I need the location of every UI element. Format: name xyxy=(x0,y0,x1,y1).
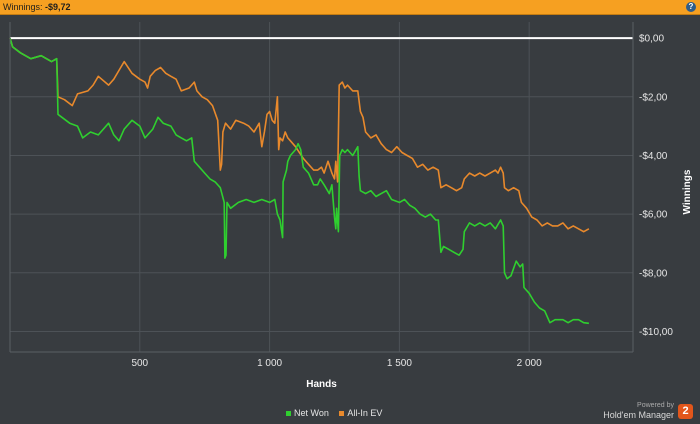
y-tick-labels: $0,00 -$2,00 -$4,00 -$6,00 -$8,00 -$10,00 xyxy=(639,34,673,338)
legend: Net Won All-In EV xyxy=(286,408,390,418)
x-tick-label: 500 xyxy=(131,358,148,369)
legend-item-all-in-ev[interactable]: All-In EV xyxy=(339,408,382,418)
help-icon[interactable]: ? xyxy=(686,2,696,12)
branding: Powered by Hold'em Manager xyxy=(603,401,674,421)
x-tick-label: 1 500 xyxy=(387,358,412,369)
legend-swatch-all-in-ev xyxy=(339,411,345,417)
x-tick-label: 1 000 xyxy=(257,358,282,369)
winnings-title: Winnings: -$9,72 xyxy=(3,0,71,14)
title-bar: Winnings: -$9,72 ? xyxy=(0,0,700,15)
legend-label-net-won: Net Won xyxy=(294,408,329,418)
legend-swatch-net-won xyxy=(286,411,291,417)
series-lines xyxy=(9,37,590,325)
x-tick-labels: 500 1 000 1 500 2 000 xyxy=(131,358,542,369)
y-tick-label: -$10,00 xyxy=(639,327,673,338)
grid xyxy=(10,22,633,352)
y-tick-label: $0,00 xyxy=(639,34,664,45)
legend-item-net-won[interactable]: Net Won xyxy=(286,408,329,418)
x-axis-title: Hands xyxy=(306,379,337,390)
y-tick-label: -$8,00 xyxy=(639,268,668,279)
winnings-chart: 500 1 000 1 500 2 000 $0,00 -$2,00 -$4,00 -$6,… xyxy=(9,22,693,390)
series-line-all-in-ev xyxy=(9,37,590,233)
winnings-title-label: Winnings: xyxy=(3,2,43,12)
y-tick-label: -$6,00 xyxy=(639,210,668,221)
y-tick-label: -$4,00 xyxy=(639,151,668,162)
x-tick-label: 2 000 xyxy=(517,358,542,369)
powered-by-text: Powered by xyxy=(637,402,674,409)
legend-label-all-in-ev: All-In EV xyxy=(347,408,383,418)
winnings-total-value: -$9,72 xyxy=(45,2,71,12)
y-tick-label: -$2,00 xyxy=(639,92,668,103)
series-line-net-won xyxy=(9,37,589,325)
axes xyxy=(9,22,634,353)
product-name: Hold'em Manager xyxy=(603,410,674,420)
y-axis-title: Winnings xyxy=(682,169,693,214)
hem2-logo-icon: 2 xyxy=(678,404,693,419)
